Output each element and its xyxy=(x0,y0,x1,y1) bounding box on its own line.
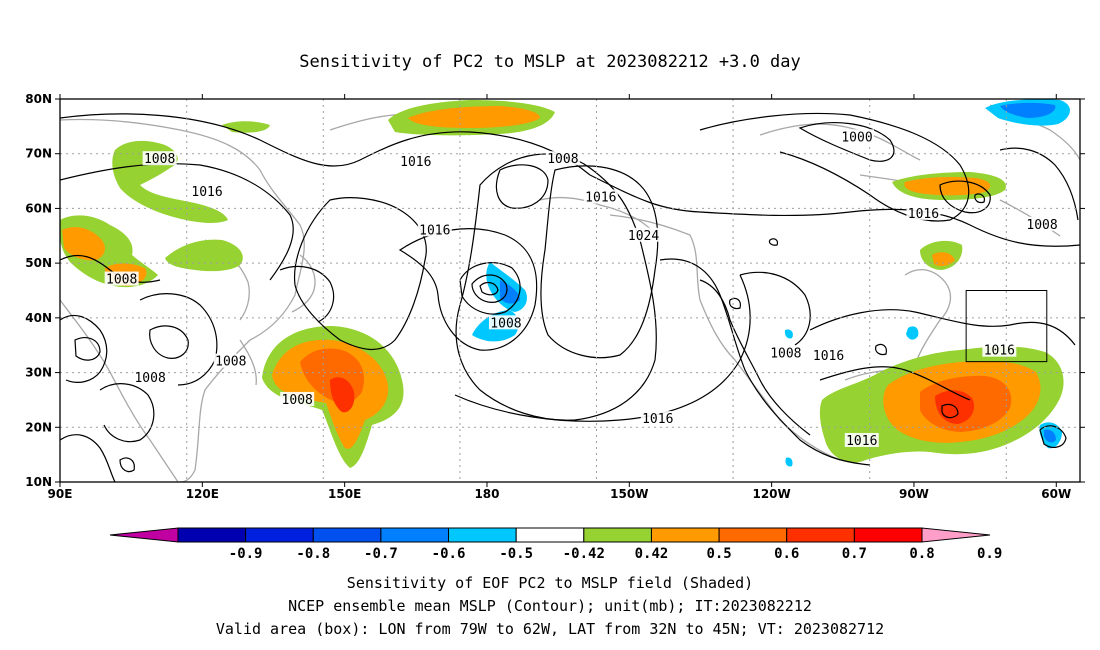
contour-label: 1008 xyxy=(547,152,578,167)
colorbar-swatch xyxy=(583,527,652,543)
contour-label-bg xyxy=(142,151,177,166)
colorbar-tick-label: -0.42 xyxy=(563,546,605,562)
colorbar-tick-label: 0.5 xyxy=(706,546,731,562)
colorbar-swatch xyxy=(380,527,450,543)
colorbar-left-arrow xyxy=(109,527,179,543)
lat-tick-label: 70N xyxy=(25,147,52,161)
contour-label: 1016 xyxy=(419,223,450,238)
colorbar-swatch xyxy=(448,527,517,543)
contour-label-bg xyxy=(626,227,661,242)
colorbar-swatch xyxy=(515,527,585,543)
lat-tick-label: 30N xyxy=(25,366,52,380)
footer-line-3: Valid area (box): LON from 79W to 62W, L… xyxy=(216,620,884,638)
contour-label: 1016 xyxy=(191,185,222,200)
lat-tick-label: 80N xyxy=(25,92,52,106)
contour-label-bg xyxy=(640,411,675,426)
contour-label-bg xyxy=(811,348,846,363)
graticule xyxy=(60,99,1080,482)
contour-label: 1008 xyxy=(490,316,521,331)
lat-tick-label: 50N xyxy=(25,256,52,270)
contour-label: 1016 xyxy=(642,412,673,427)
colorbar: -0.9 -0.8 -0.7 -0.6 -0.5 -0.42 0.42 0.5 0.6 0.7 0.… xyxy=(109,527,1002,562)
contour-label-bg xyxy=(280,391,315,406)
contour-label-bg xyxy=(488,315,523,330)
lat-tick-label: 10N xyxy=(25,475,52,489)
contour-label: 1016 xyxy=(400,155,431,170)
colorbar-tick-label: -0.5 xyxy=(499,546,533,562)
colorbar-swatch xyxy=(245,527,314,543)
colorbar-tick-label: 0.9 xyxy=(977,546,1002,562)
contour-label-bg xyxy=(1025,216,1060,231)
colorbar-tick-label: 0.6 xyxy=(774,546,799,562)
contour-label-bg xyxy=(583,189,618,204)
colorbar-swatch xyxy=(853,527,923,543)
lat-tick-label: 20N xyxy=(25,420,52,434)
contour-label-bg xyxy=(906,205,941,220)
contour-label-bg xyxy=(213,353,248,368)
lon-tick-label: 60W xyxy=(1041,487,1071,501)
colorbar-swatch xyxy=(718,527,788,543)
contour-label: 1016 xyxy=(813,349,844,364)
footer-line-1: Sensitivity of EOF PC2 to MSLP field (Sh… xyxy=(347,574,753,592)
contour-labels: 1008 1016 1016 1008 1016 1000 1016 1008 1016 1024… xyxy=(104,129,1060,449)
contour-label: 1008 xyxy=(770,346,801,361)
lon-tick-label: 180 xyxy=(474,487,499,501)
contour-label-bg xyxy=(768,345,803,360)
lon-tick-label: 150E xyxy=(328,487,361,501)
contour-label-bg xyxy=(417,222,452,237)
lon-tick-label: 90E xyxy=(48,487,73,501)
colorbar-tick-label: 0.42 xyxy=(635,546,669,562)
contour-label-bg xyxy=(190,184,225,199)
lat-tick-label: 40N xyxy=(25,311,52,325)
colorbar-swatch xyxy=(786,527,855,543)
valid-area-box xyxy=(965,290,1048,363)
contour-label: 1008 xyxy=(215,355,246,370)
map-plot-area: 1008 1016 1016 1008 1016 1000 1016 1008 1016 1024… xyxy=(60,99,1080,482)
colorbar-tick-label: -0.6 xyxy=(432,546,466,562)
colorbar-tick-label: -0.9 xyxy=(229,546,263,562)
colorbar-tick-label: -0.8 xyxy=(296,546,330,562)
figure-title: Sensitivity of PC2 to MSLP at 2023082212… xyxy=(299,52,801,72)
colorbar-tick-label: 0.7 xyxy=(842,546,867,562)
contour-label: 1024 xyxy=(628,229,659,244)
colorbar-swatch xyxy=(312,527,382,543)
contour-label-bg xyxy=(840,129,875,144)
contour-label: 1008 xyxy=(1026,218,1057,233)
colorbar-tick-label: 0.8 xyxy=(909,546,934,562)
lon-tick-label: 150W xyxy=(610,487,648,501)
contour-label: 1008 xyxy=(106,273,137,288)
colorbar-swatch xyxy=(650,527,720,543)
contour-label-bg xyxy=(398,153,433,168)
lon-tick-label: 90W xyxy=(899,487,929,501)
colorbar-tick-label: -0.7 xyxy=(364,546,398,562)
contour-label: 1000 xyxy=(841,130,872,145)
map-frame xyxy=(59,98,1081,483)
colorbar-right-arrow xyxy=(921,527,991,543)
lon-tick-label: 120W xyxy=(752,487,790,501)
footer-line-2: NCEP ensemble mean MSLP (Contour); unit(… xyxy=(288,597,812,615)
contour-label: 1016 xyxy=(585,190,616,205)
colorbar-swatch xyxy=(177,527,247,543)
contour-label: 1016 xyxy=(908,207,939,222)
contour-label-bg xyxy=(545,151,580,166)
contour-label-bg xyxy=(982,342,1017,357)
contour-label: 1016 xyxy=(984,344,1015,359)
lat-tick-label: 60N xyxy=(25,201,52,215)
contour-label: 1008 xyxy=(144,152,175,167)
contour-label: 1008 xyxy=(282,393,313,408)
contour-label-bg xyxy=(844,432,879,447)
contour-label-bg xyxy=(104,271,139,286)
contour-label: 1008 xyxy=(134,371,165,386)
contour-label-bg xyxy=(133,370,168,385)
lon-tick-label: 120E xyxy=(186,487,219,501)
contour-label: 1016 xyxy=(846,434,877,449)
